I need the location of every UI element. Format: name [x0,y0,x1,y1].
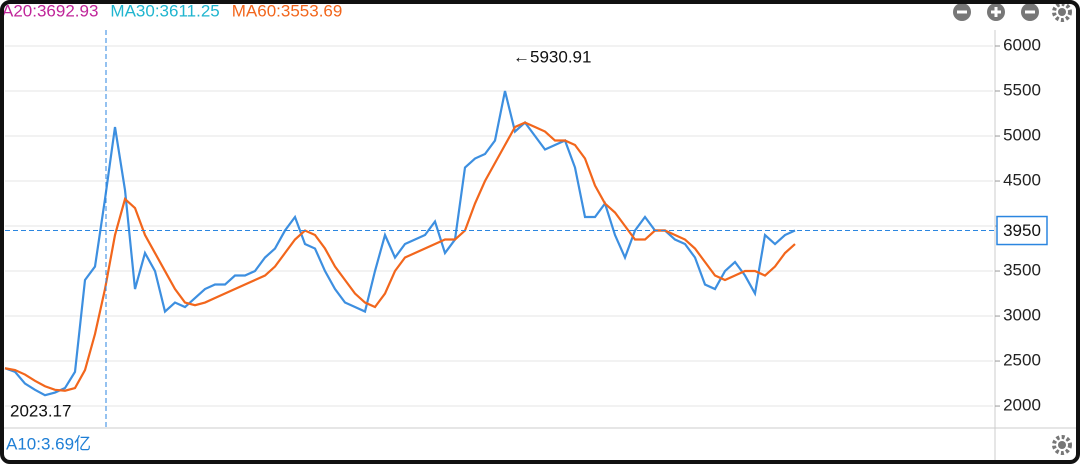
crosshair-label: 3950 [1003,221,1041,240]
legend-entry: A20:3692.93 [4,4,98,20]
price-annotation: 2023.17 [10,401,71,420]
chart: A10:3.69亿 200025003000350040004500500055… [4,4,1076,460]
collapse-button[interactable] [1021,4,1039,21]
price-line [4,90,796,397]
zoom-in-button[interactable] [987,4,1005,21]
y-tick-label: 6000 [1003,36,1041,55]
volume-label: A10:3.69亿 [6,434,91,453]
y-tick-label: 2500 [1003,351,1041,370]
price-line [4,121,796,392]
settings-button[interactable] [1052,4,1072,22]
legend-entry: MA30:3611.25 [110,4,219,20]
volume-settings-button[interactable] [1052,435,1072,455]
y-tick-label: 5500 [1003,81,1041,100]
crosshair-label-box [996,215,1048,246]
legend-entry: MA60:3553.69 [232,4,343,20]
y-tick-label: 4500 [1003,171,1041,190]
y-tick-label: 2000 [1003,396,1041,415]
y-tick-label: 5000 [1003,126,1041,145]
price-annotation: ←5930.91 [513,48,591,67]
zoom-out-button[interactable] [953,4,971,21]
y-tick-label: 3500 [1003,261,1041,280]
y-tick-label: 3000 [1003,306,1041,325]
